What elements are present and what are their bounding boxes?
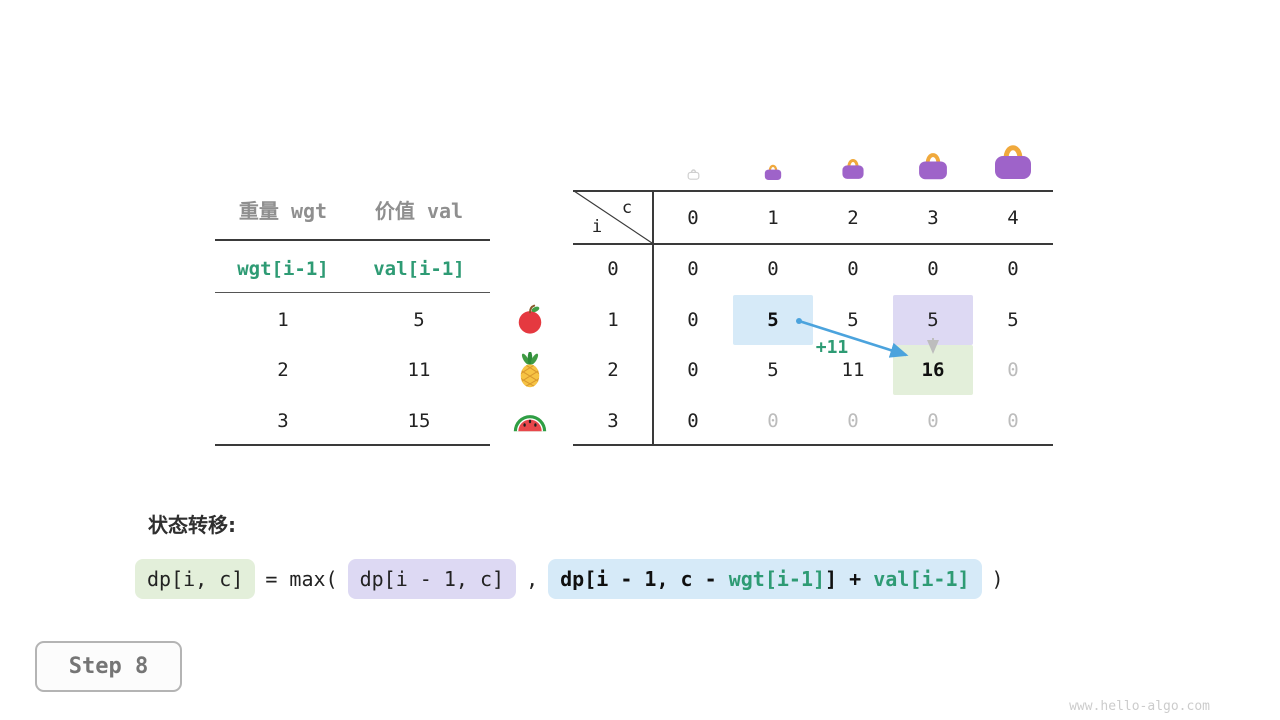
take-term-part-1: dp[i - 1, c - bbox=[560, 567, 729, 591]
weights-table-header-val: 价值 val bbox=[374, 199, 464, 223]
dp-corner-row-label: i bbox=[591, 217, 603, 237]
bag-icon-size-2 bbox=[840, 153, 866, 181]
formula-comma: , bbox=[526, 567, 539, 591]
dp-table-rule-header bbox=[573, 243, 1053, 245]
dp-col-header: 2 bbox=[847, 207, 859, 229]
weight-cell: 2 bbox=[277, 359, 289, 381]
dp-cell: 5 bbox=[767, 359, 779, 381]
formula-take-term-box: dp[i - 1, c - wgt[i-1]] + val[i-1] bbox=[548, 559, 982, 599]
dp-cell: 0 bbox=[1007, 359, 1019, 381]
pineapple-icon bbox=[514, 351, 546, 389]
dp-col-header: 3 bbox=[927, 207, 939, 229]
take-term-val: val[i-1] bbox=[873, 567, 970, 591]
watermark: www.hello-algo.com bbox=[1069, 699, 1210, 714]
bag-icon-size-3 bbox=[916, 145, 950, 182]
dp-row-header: 2 bbox=[607, 359, 619, 381]
dp-cell: 0 bbox=[687, 410, 699, 432]
dp-col-header: 4 bbox=[1007, 207, 1019, 229]
dp-col-header: 1 bbox=[767, 207, 779, 229]
dp-cell-source: 5 bbox=[767, 309, 779, 331]
take-term-part-3: ] + bbox=[825, 567, 874, 591]
value-cell: 15 bbox=[407, 410, 431, 432]
weight-cell: 1 bbox=[277, 309, 289, 331]
weights-formula-wgt: wgt[i-1] bbox=[237, 258, 329, 280]
state-transition-label: 状态转移: bbox=[148, 513, 236, 537]
empty-bag-icon bbox=[687, 166, 700, 180]
dp-row-header: 1 bbox=[607, 309, 619, 331]
dp-cell: 11 bbox=[841, 359, 865, 381]
formula-keep-term-box: dp[i - 1, c] bbox=[347, 559, 517, 599]
weight-cell: 3 bbox=[277, 410, 289, 432]
value-cell: 5 bbox=[413, 309, 425, 331]
dp-table-rule-top bbox=[573, 190, 1053, 192]
dp-cell: 0 bbox=[767, 258, 779, 280]
dp-cell-above: 5 bbox=[927, 309, 939, 331]
dp-cell: 0 bbox=[687, 359, 699, 381]
dp-cell: 0 bbox=[687, 258, 699, 280]
dp-table-rule-bottom bbox=[573, 444, 1053, 446]
dp-cell: 0 bbox=[687, 309, 699, 331]
weights-table-rule-mid bbox=[215, 292, 490, 293]
take-term-wgt: wgt[i-1] bbox=[728, 567, 826, 591]
state-transition-formula: dp[i, c] = max( dp[i - 1, c] , dp[i - 1,… bbox=[135, 559, 1004, 599]
dp-corner-col-label: c bbox=[621, 198, 633, 218]
weights-table-rule-bottom bbox=[215, 444, 490, 446]
bag-icon-size-1 bbox=[763, 160, 783, 182]
plus-value-label: +11 bbox=[815, 337, 849, 358]
dp-cell: 5 bbox=[1007, 309, 1019, 331]
formula-dp-current-box: dp[i, c] bbox=[135, 559, 256, 599]
dp-cell-target: 16 bbox=[921, 359, 945, 381]
dp-row-header: 0 bbox=[607, 258, 619, 280]
dp-row-header: 3 bbox=[607, 410, 619, 432]
dp-cell: 0 bbox=[1007, 410, 1019, 432]
dp-cell: 0 bbox=[1007, 258, 1019, 280]
bag-icon-size-4 bbox=[991, 135, 1035, 181]
dp-cell: 0 bbox=[847, 258, 859, 280]
value-cell: 11 bbox=[407, 359, 431, 381]
watermelon-icon bbox=[512, 407, 548, 434]
weights-formula-val: val[i-1] bbox=[373, 258, 465, 280]
dp-cell: 0 bbox=[767, 410, 779, 432]
apple-icon bbox=[515, 303, 545, 335]
dp-cell: 0 bbox=[927, 410, 939, 432]
weights-table-rule-top bbox=[215, 239, 490, 241]
dp-cell: 0 bbox=[927, 258, 939, 280]
dp-cell: 0 bbox=[847, 410, 859, 432]
formula-close-paren: ) bbox=[991, 567, 1004, 591]
step-badge: Step 8 bbox=[35, 641, 182, 692]
weights-table-header-wgt: 重量 wgt bbox=[238, 199, 328, 223]
dp-table-rule-vertical bbox=[652, 190, 654, 445]
formula-max-operator: = max( bbox=[265, 567, 338, 591]
dp-col-header: 0 bbox=[687, 207, 699, 229]
